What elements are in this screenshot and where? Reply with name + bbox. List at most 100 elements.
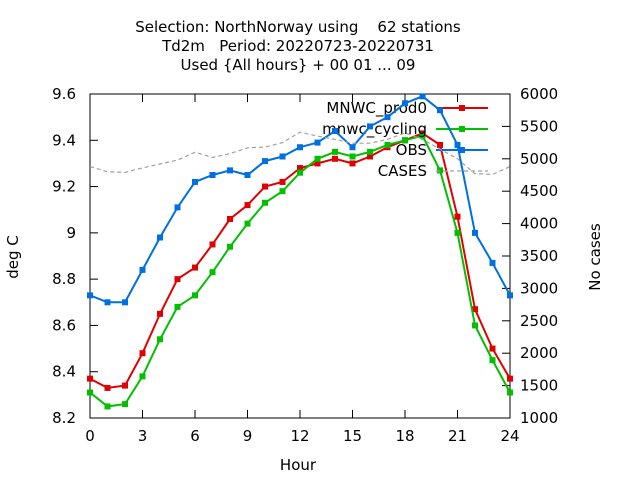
- data-point-OBS: [297, 144, 303, 151]
- data-point-MNWC_prod0: [437, 141, 443, 148]
- x-tick-label: 9: [243, 427, 253, 445]
- y-right-tick-label: 5500: [520, 117, 558, 135]
- y-right-tick-label: 3000: [520, 279, 558, 297]
- y-right-tick-label: 6000: [520, 85, 558, 103]
- data-point-mnwc_cycling: [349, 153, 356, 160]
- y-right-tick-label: 4500: [520, 182, 558, 200]
- data-point-MNWC_prod0: [104, 384, 111, 391]
- data-point-mnwc_cycling: [104, 403, 111, 410]
- data-point-OBS: [507, 292, 513, 299]
- y-left-tick-label: 8.2: [52, 409, 76, 427]
- y-right-tick-label: 3500: [520, 247, 558, 265]
- title-line-2: Td2m Period: 20220723-20220731: [161, 37, 434, 55]
- series-line-OBS: [89, 95, 511, 304]
- data-point-MNWC_prod0: [454, 213, 461, 220]
- data-point-mnwc_cycling: [419, 132, 426, 139]
- data-point-mnwc_cycling: [122, 401, 128, 408]
- x-tick-label: 15: [343, 427, 362, 445]
- data-point-OBS: [402, 100, 408, 107]
- data-point-mnwc_cycling: [157, 336, 163, 343]
- data-point-OBS: [384, 114, 391, 121]
- data-point-MNWC_prod0: [87, 375, 93, 382]
- data-point-MNWC_prod0: [122, 382, 128, 389]
- data-point-mnwc_cycling: [87, 389, 93, 396]
- data-point-OBS: [209, 172, 216, 178]
- data-point-OBS: [332, 128, 338, 135]
- data-point-mnwc_cycling: [192, 292, 198, 299]
- data-point-mnwc_cycling: [297, 169, 303, 176]
- data-point-MNWC_prod0: [174, 276, 181, 283]
- data-point-mnwc_cycling: [174, 303, 181, 310]
- x-axis-label: Hour: [280, 456, 317, 474]
- y-right-tick-label: 2500: [520, 312, 558, 330]
- data-point-OBS: [139, 266, 146, 273]
- y-right-tick-label: 4000: [520, 215, 558, 233]
- data-point-MNWC_prod0: [157, 310, 163, 317]
- y-left-tick-label: 8.8: [52, 270, 76, 288]
- data-point-MNWC_prod0: [192, 264, 198, 271]
- data-point-MNWC_prod0: [349, 160, 356, 167]
- title-line-3: Used {All hours} + 00 01 ... 09: [181, 56, 416, 74]
- y-right-tick-label: 1500: [520, 377, 558, 395]
- data-point-MNWC_prod0: [262, 183, 268, 190]
- x-tick-label: 18: [395, 427, 414, 445]
- data-point-MNWC_prod0: [227, 215, 233, 222]
- data-point-OBS: [419, 93, 426, 100]
- series-line-CASES: [89, 131, 511, 176]
- data-point-MNWC_prod0: [472, 306, 478, 313]
- data-point-OBS: [349, 144, 356, 151]
- data-point-mnwc_cycling: [332, 148, 338, 155]
- legend-label-MNWC_prod0: MNWC_prod0: [326, 99, 427, 118]
- data-point-mnwc_cycling: [279, 188, 286, 195]
- plot-frame: [89, 93, 511, 419]
- x-tick-label: 6: [190, 427, 200, 445]
- x-tick-label: 3: [138, 427, 148, 445]
- x-tick-label: 0: [85, 427, 95, 445]
- data-point-mnwc_cycling: [472, 322, 478, 329]
- data-point-MNWC_prod0: [489, 345, 496, 352]
- data-point-mnwc_cycling: [507, 389, 513, 396]
- legend-label-OBS: OBS: [396, 141, 427, 159]
- data-point-OBS: [122, 299, 128, 306]
- x-tick-label: 24: [500, 427, 519, 445]
- data-point-MNWC_prod0: [332, 155, 338, 162]
- x-tick-label: 21: [448, 427, 467, 445]
- data-point-MNWC_prod0: [507, 375, 513, 382]
- data-point-OBS: [244, 172, 251, 178]
- data-point-OBS: [472, 229, 478, 236]
- chart-title: Selection: NorthNorway using 62 stations…: [135, 18, 461, 74]
- data-point-OBS: [437, 107, 443, 114]
- title-line-1: Selection: NorthNorway using 62 stations: [135, 18, 461, 36]
- data-point-OBS: [192, 178, 198, 185]
- data-point-mnwc_cycling: [227, 243, 233, 250]
- data-point-MNWC_prod0: [139, 350, 146, 357]
- y-left-tick-label: 9: [66, 224, 76, 242]
- data-point-OBS: [157, 234, 163, 241]
- data-point-mnwc_cycling: [367, 148, 373, 155]
- legend-label-CASES: CASES: [378, 162, 427, 180]
- data-point-mnwc_cycling: [402, 137, 408, 144]
- data-point-MNWC_prod0: [367, 153, 373, 160]
- y-left-tick-label: 9.4: [52, 131, 76, 149]
- data-point-OBS: [227, 167, 233, 174]
- data-point-OBS: [279, 153, 286, 160]
- data-point-MNWC_prod0: [314, 160, 321, 167]
- y-right-tick-label: 2000: [520, 344, 558, 362]
- y-right-tick-label: 5000: [520, 150, 558, 168]
- data-point-mnwc_cycling: [489, 357, 496, 364]
- data-point-mnwc_cycling: [139, 373, 146, 380]
- data-point-MNWC_prod0: [279, 178, 286, 185]
- data-point-mnwc_cycling: [262, 199, 268, 206]
- y-left-tick-label: 8.4: [52, 363, 76, 381]
- data-point-MNWC_prod0: [209, 241, 216, 248]
- data-point-mnwc_cycling: [437, 167, 443, 174]
- data-point-OBS: [104, 299, 111, 306]
- data-point-mnwc_cycling: [244, 220, 251, 227]
- data-point-mnwc_cycling: [454, 229, 461, 236]
- data-point-MNWC_prod0: [244, 202, 251, 209]
- data-point-OBS: [174, 204, 181, 211]
- data-point-mnwc_cycling: [314, 155, 321, 162]
- data-point-mnwc_cycling: [209, 269, 216, 276]
- legend-marker-mnwc_cycling: [459, 126, 465, 132]
